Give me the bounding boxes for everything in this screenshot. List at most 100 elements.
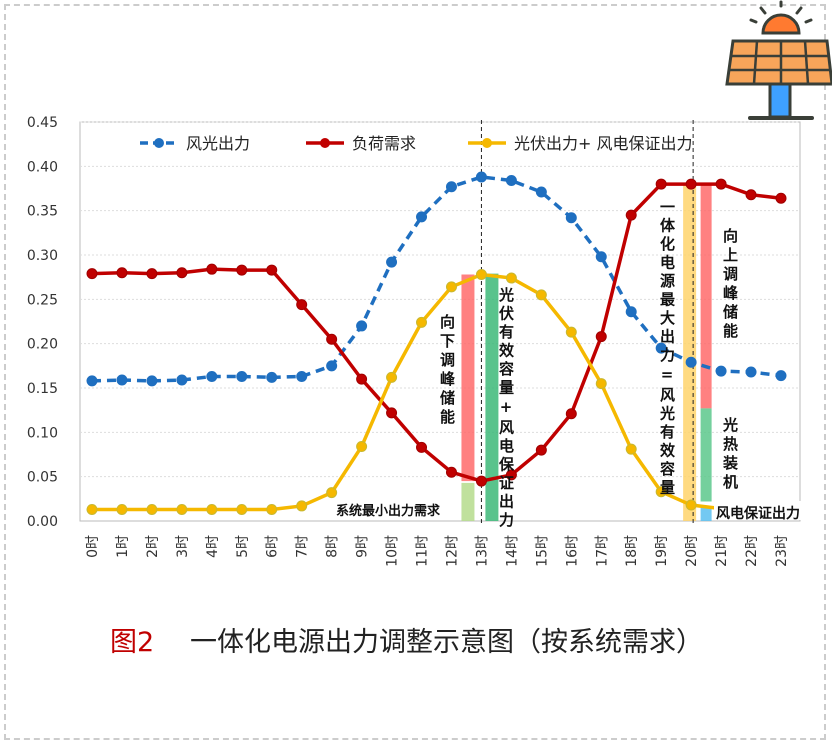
bar	[700, 184, 712, 409]
min-output-label: 系统最小出力需求	[336, 504, 441, 519]
wind-guarantee-label: 风电保证出力	[716, 506, 800, 522]
x-tick-label: 19时	[654, 535, 670, 567]
data-point	[146, 375, 158, 387]
y-tick-label: 0.15	[27, 381, 58, 397]
bar	[461, 482, 475, 521]
data-point	[386, 371, 398, 383]
down-peak-storage-label: 向下调峰储能	[438, 314, 456, 428]
data-point	[236, 264, 248, 276]
solar-panel-icon	[725, 0, 832, 120]
x-tick-label: 9时	[355, 535, 371, 558]
data-point	[745, 366, 757, 378]
x-tick-label: 21时	[714, 535, 730, 567]
data-point	[655, 178, 667, 190]
data-point	[116, 374, 128, 386]
pv-capacity-label: 光伏有效容量+风电保证出力	[497, 287, 515, 531]
x-tick-label: 10时	[385, 535, 401, 567]
data-point	[266, 503, 278, 515]
data-point	[745, 189, 757, 201]
up-peak-storage-label: 向上调峰储能	[721, 228, 739, 342]
data-point	[266, 371, 278, 383]
figure-label: 图2	[110, 627, 154, 658]
data-point	[206, 263, 218, 275]
bar	[485, 273, 499, 521]
data-point	[655, 342, 667, 354]
x-tick-label: 13时	[474, 535, 490, 567]
data-point	[505, 272, 517, 284]
x-tick-label: 16时	[564, 535, 580, 567]
data-point	[86, 503, 98, 515]
x-tick-label: 12时	[444, 535, 460, 567]
data-point	[266, 264, 278, 276]
data-point	[565, 212, 577, 224]
data-point	[625, 209, 637, 221]
series-line	[92, 272, 781, 512]
data-point	[116, 503, 128, 515]
data-point	[356, 441, 368, 453]
data-point	[475, 171, 487, 183]
data-point	[356, 320, 368, 332]
data-point	[715, 365, 727, 377]
data-point	[86, 375, 98, 387]
x-tick-label: 1时	[115, 535, 131, 558]
data-point	[535, 289, 547, 301]
data-point	[535, 186, 547, 198]
dashed-frame	[4, 4, 826, 740]
x-tick-label: 11时	[415, 535, 431, 567]
bar	[461, 274, 475, 482]
legend-marker	[320, 138, 330, 148]
bar	[700, 507, 712, 521]
y-tick-label: 0.30	[27, 248, 58, 264]
x-tick-label: 23时	[774, 535, 790, 567]
data-point	[386, 256, 398, 268]
x-tick-label: 0时	[85, 535, 101, 558]
data-point	[565, 326, 577, 338]
x-tick-label: 18时	[624, 535, 640, 567]
data-point	[595, 378, 607, 390]
data-point	[116, 267, 128, 279]
data-point	[445, 281, 457, 293]
y-tick-label: 0.05	[27, 470, 58, 486]
data-point	[445, 466, 457, 478]
legend-marker	[154, 138, 164, 148]
data-point	[445, 181, 457, 193]
data-point	[326, 360, 338, 372]
data-point	[505, 175, 517, 187]
data-point	[326, 333, 338, 345]
x-tick-label: 2时	[145, 535, 161, 558]
data-point	[775, 370, 787, 382]
data-point	[625, 306, 637, 318]
legend-label: 风光出力	[186, 134, 250, 153]
data-point	[535, 444, 547, 456]
x-tick-label: 8时	[325, 535, 341, 558]
x-tick-label: 7时	[295, 535, 311, 558]
data-point	[176, 503, 188, 515]
data-point	[715, 178, 727, 190]
bar	[683, 184, 697, 522]
data-point	[655, 486, 667, 498]
data-point	[236, 503, 248, 515]
data-point	[685, 356, 697, 368]
data-point	[685, 499, 697, 511]
data-point	[625, 443, 637, 455]
data-point	[775, 192, 787, 204]
data-point	[505, 469, 517, 481]
data-point	[176, 267, 188, 279]
data-point	[296, 370, 308, 382]
x-tick-label: 17时	[594, 535, 610, 567]
csp-capacity-label: 光热装机	[721, 417, 739, 493]
x-tick-label: 4时	[205, 535, 221, 558]
data-point	[206, 503, 218, 515]
data-point	[296, 500, 308, 512]
x-tick-label: 14时	[504, 535, 520, 567]
x-tick-label: 3时	[175, 535, 191, 558]
y-tick-label: 0.20	[27, 337, 58, 353]
data-point	[475, 475, 487, 487]
legend-label: 光伏出力+ 风电保证出力	[514, 134, 693, 153]
data-point	[595, 251, 607, 263]
bar	[700, 408, 712, 502]
x-tick-label: 22时	[744, 535, 760, 567]
legend-label: 负荷需求	[352, 134, 416, 153]
data-point	[416, 441, 428, 453]
